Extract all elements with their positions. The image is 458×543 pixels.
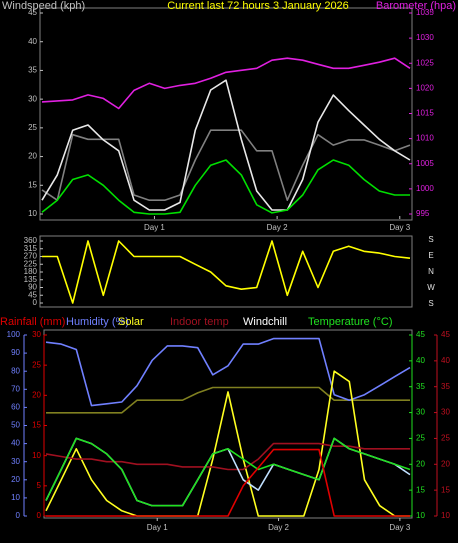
y-tick-label: 1035 <box>416 8 434 17</box>
axis-label: Windspeed (kph) <box>2 0 85 12</box>
axis-label: Humidity (%) <box>66 316 129 328</box>
y-tick-label: 20 <box>11 475 20 484</box>
y-tick-label: 25 <box>28 123 37 132</box>
series-line <box>41 57 411 110</box>
x-tick-label: Day 1 <box>147 523 168 532</box>
y-tick-label: 15 <box>441 485 450 494</box>
legend-label: Windchill <box>243 316 287 328</box>
y-tick-label: 135 <box>24 275 38 284</box>
y-tick-label: 1020 <box>416 83 434 92</box>
y-tick-label: 90 <box>11 348 20 357</box>
direction-label: S <box>428 299 433 308</box>
y-tick-label: 45 <box>28 8 37 17</box>
y-tick-label: 45 <box>416 330 425 339</box>
direction-label: W <box>427 283 435 292</box>
y-tick-label: 40 <box>441 356 450 365</box>
y-tick-label: 25 <box>441 434 450 443</box>
series-line <box>41 159 410 215</box>
x-tick-label: Day 2 <box>267 223 288 232</box>
series-line <box>45 437 411 507</box>
y-tick-label: 20 <box>441 459 450 468</box>
y-tick-label: 995 <box>416 209 430 218</box>
series-line <box>45 370 410 517</box>
legend-label: Indoor temp <box>170 316 229 328</box>
y-tick-label: 10 <box>416 511 425 520</box>
y-tick-label: 30 <box>32 330 41 339</box>
y-tick-label: 40 <box>416 356 425 365</box>
y-tick-label: 1015 <box>416 109 434 118</box>
y-tick-label: 10 <box>32 451 41 460</box>
axis-label: Temperature (°C) <box>308 316 392 328</box>
y-tick-label: 1000 <box>416 184 434 193</box>
y-tick-label: 20 <box>32 390 41 399</box>
y-tick-label: 1005 <box>416 159 434 168</box>
x-tick-label: Day 1 <box>144 223 165 232</box>
y-tick-label: 10 <box>11 493 20 502</box>
y-tick-label: 5 <box>37 481 42 490</box>
series-line <box>42 240 411 304</box>
direction-label: N <box>428 267 434 276</box>
y-tick-label: 45 <box>441 330 450 339</box>
y-tick-label: 35 <box>28 66 37 75</box>
y-tick-label: 10 <box>28 209 37 218</box>
y-tick-label: 80 <box>11 366 20 375</box>
y-tick-label: 15 <box>416 485 425 494</box>
y-tick-label: 20 <box>28 152 37 161</box>
y-tick-label: 30 <box>441 408 450 417</box>
y-tick-label: 40 <box>11 439 20 448</box>
y-tick-label: 70 <box>11 384 20 393</box>
y-tick-label: 30 <box>416 408 425 417</box>
x-tick-label: Day 3 <box>389 223 410 232</box>
y-tick-label: 180 <box>24 267 38 276</box>
y-tick-label: 30 <box>28 94 37 103</box>
y-tick-label: 15 <box>28 180 37 189</box>
y-tick-label: 225 <box>24 259 38 268</box>
y-tick-label: 35 <box>441 382 450 391</box>
y-tick-label: 10 <box>441 511 450 520</box>
legend-label: Solar <box>118 316 144 328</box>
y-tick-label: 100 <box>7 330 21 339</box>
y-tick-label: 1030 <box>416 33 434 42</box>
y-tick-label: 60 <box>11 403 20 412</box>
y-tick-label: 50 <box>11 421 20 430</box>
y-tick-label: 0 <box>33 298 38 307</box>
y-tick-label: 30 <box>11 457 20 466</box>
y-tick-label: 25 <box>32 360 41 369</box>
y-tick-label: 25 <box>416 434 425 443</box>
y-tick-label: 360 <box>24 236 38 245</box>
y-tick-label: 1010 <box>416 134 434 143</box>
wind-panel-frame <box>39 7 413 221</box>
series-line <box>45 442 410 471</box>
axis-label: Rainfall (mm) <box>0 316 65 328</box>
x-tick-label: Day 3 <box>389 523 410 532</box>
y-tick-label: 1025 <box>416 58 434 67</box>
y-tick-label: 315 <box>24 244 38 253</box>
y-tick-label: 0 <box>37 511 42 520</box>
y-tick-label: 0 <box>16 511 21 520</box>
x-tick-label: Day 2 <box>268 523 289 532</box>
y-tick-label: 35 <box>416 382 425 391</box>
chart-title: Current last 72 hours 3 January 2026 <box>167 0 349 12</box>
series-line <box>41 79 411 211</box>
direction-label: S <box>428 235 433 244</box>
y-tick-label: 40 <box>28 37 37 46</box>
y-tick-label: 270 <box>24 252 38 261</box>
direction-label: E <box>428 251 433 260</box>
y-tick-label: 90 <box>28 283 37 292</box>
y-tick-label: 15 <box>32 421 41 430</box>
axis-label: Barometer (hpa) <box>376 0 456 12</box>
series-line <box>46 448 410 517</box>
series-line <box>41 129 411 201</box>
y-tick-label: 20 <box>416 459 425 468</box>
series-line <box>45 337 411 407</box>
y-tick-label: 45 <box>28 290 37 299</box>
